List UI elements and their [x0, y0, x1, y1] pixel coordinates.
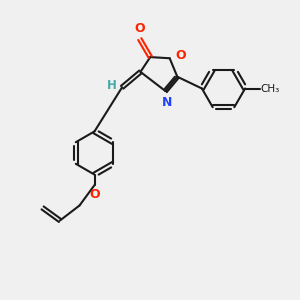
- Text: H: H: [107, 79, 117, 92]
- Text: N: N: [162, 96, 172, 110]
- Text: O: O: [89, 188, 100, 201]
- Text: O: O: [134, 22, 145, 35]
- Text: CH₃: CH₃: [261, 83, 280, 94]
- Text: O: O: [175, 50, 186, 62]
